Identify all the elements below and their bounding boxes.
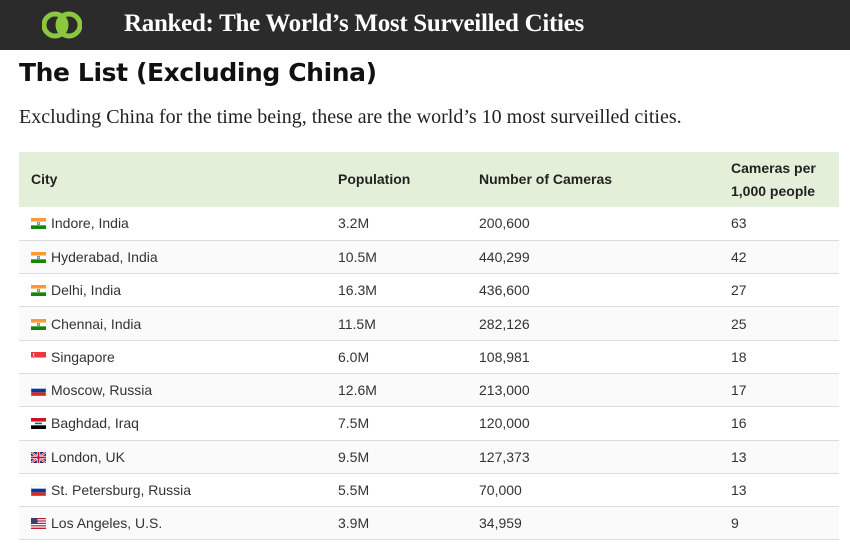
population-cell: 3.9M xyxy=(338,515,370,532)
city-cell: Delhi, India xyxy=(19,274,326,307)
population-cell: 6.0M xyxy=(338,348,370,365)
site-title: Ranked: The World’s Most Surveilled Citi… xyxy=(124,10,584,37)
cameras-cell: 213,000 xyxy=(479,382,530,399)
cameras-per-1000-cell: 16 xyxy=(731,415,747,432)
cameras-cell: 108,981 xyxy=(479,348,530,365)
city-name: London, UK xyxy=(51,448,125,465)
population-cell: 16.3M xyxy=(338,282,377,299)
table-row: Delhi, India 16.3M 436,600 27 xyxy=(19,274,839,307)
city-name: St. Petersburg, Russia xyxy=(51,482,192,499)
iraq-flag-icon xyxy=(31,418,46,430)
india-flag-icon xyxy=(31,285,46,297)
column-header-city: City xyxy=(31,171,58,187)
cameras-cell: 34,959 xyxy=(479,515,522,532)
city-cell: London, UK xyxy=(19,440,326,473)
table-row: Hyderabad, India 10.5M 440,299 42 xyxy=(19,240,839,274)
cameras-cell: 120,000 xyxy=(479,415,530,432)
city-cell: Hyderabad, India xyxy=(19,240,326,273)
column-header-cameras-per-line2: 1,000 people xyxy=(731,182,816,199)
cameras-cell: 440,299 xyxy=(479,248,530,265)
cameras-per-1000-cell: 42 xyxy=(731,248,747,265)
table-row: Baghdad, Iraq 7.5M 120,000 16 xyxy=(19,407,839,441)
city-name: Los Angeles, U.S. xyxy=(51,515,163,532)
usa-flag-icon xyxy=(31,518,46,530)
population-cell: 11.5M xyxy=(338,315,376,332)
table-row: Indore, India 3.2M 200,600 63 xyxy=(19,207,839,241)
table-row: Moscow, Russia 12.6M 213,000 17 xyxy=(19,373,839,407)
population-cell: 10.5M xyxy=(338,248,377,265)
city-name: Chennai, India xyxy=(51,315,142,332)
column-header-cameras: Number of Cameras xyxy=(479,171,613,187)
russia-flag-icon xyxy=(31,485,46,497)
population-cell: 12.6M xyxy=(338,382,377,399)
cameras-per-1000-cell: 25 xyxy=(731,315,747,332)
india-flag-icon xyxy=(31,251,46,263)
city-cell: Singapore xyxy=(19,340,326,373)
city-cell: Los Angeles, U.S. xyxy=(19,507,326,540)
city-name: Indore, India xyxy=(51,215,129,232)
site-header: Ranked: The World’s Most Surveilled Citi… xyxy=(0,0,850,50)
city-name: Delhi, India xyxy=(51,282,122,299)
table-row: Singapore 6.0M 108,981 18 xyxy=(19,340,839,374)
cameras-cell: 282,126 xyxy=(479,315,530,332)
india-flag-icon xyxy=(31,318,46,330)
cameras-cell: 436,600 xyxy=(479,282,530,299)
city-name: Moscow, Russia xyxy=(51,382,153,399)
cameras-per-1000-cell: 9 xyxy=(731,515,739,532)
russia-flag-icon xyxy=(31,385,46,397)
cameras-per-1000-cell: 63 xyxy=(731,215,747,232)
column-header-cameras-per-line1: Cameras per xyxy=(731,159,816,176)
cameras-per-1000-cell: 18 xyxy=(731,348,747,365)
city-name: Hyderabad, India xyxy=(51,248,158,265)
table-row: Chennai, India 11.5M 282,126 25 xyxy=(19,306,839,341)
double-circle-logo-icon[interactable] xyxy=(41,8,83,42)
table-row: London, UK 9.5M 127,373 13 xyxy=(19,440,839,474)
population-cell: 3.2M xyxy=(338,215,370,232)
city-cell: Moscow, Russia xyxy=(19,373,326,406)
cameras-per-1000-cell: 17 xyxy=(731,382,747,399)
population-cell: 9.5M xyxy=(338,448,370,465)
population-cell: 5.5M xyxy=(338,482,370,499)
city-cell: Baghdad, Iraq xyxy=(19,407,326,440)
table-row: Los Angeles, U.S. 3.9M 34,959 9 xyxy=(19,506,839,540)
india-flag-icon xyxy=(31,218,46,230)
city-cell: St. Petersburg, Russia xyxy=(19,473,326,506)
column-header-population: Population xyxy=(338,171,411,187)
city-cell: Chennai, India xyxy=(19,307,326,340)
cameras-cell: 70,000 xyxy=(479,482,522,499)
cameras-cell: 127,373 xyxy=(479,448,530,465)
city-name: Baghdad, Iraq xyxy=(51,415,139,432)
uk-flag-icon xyxy=(31,451,46,463)
cameras-per-1000-cell: 13 xyxy=(731,482,747,499)
page-heading: The List (Excluding China) xyxy=(19,58,377,87)
table-header-row: City Population Number of Cameras Camera… xyxy=(19,152,839,207)
cameras-per-1000-cell: 13 xyxy=(731,448,747,465)
cameras-per-1000-cell: 27 xyxy=(731,282,747,299)
intro-text: Excluding China for the time being, thes… xyxy=(19,106,682,128)
city-name: Singapore xyxy=(51,348,115,365)
population-cell: 7.5M xyxy=(338,415,370,432)
table-row: St. Petersburg, Russia 5.5M 70,000 13 xyxy=(19,473,839,507)
column-header-cameras-per-1000: Cameras per 1,000 people xyxy=(719,152,839,207)
singapore-flag-icon xyxy=(31,351,46,363)
city-cell: Indore, India xyxy=(19,207,326,240)
table-body: Indore, India 3.2M 200,600 63 Hyderabad, Ind… xyxy=(19,207,839,540)
cameras-cell: 200,600 xyxy=(479,215,530,232)
surveilled-cities-table: City Population Number of Cameras Camera… xyxy=(19,152,839,540)
